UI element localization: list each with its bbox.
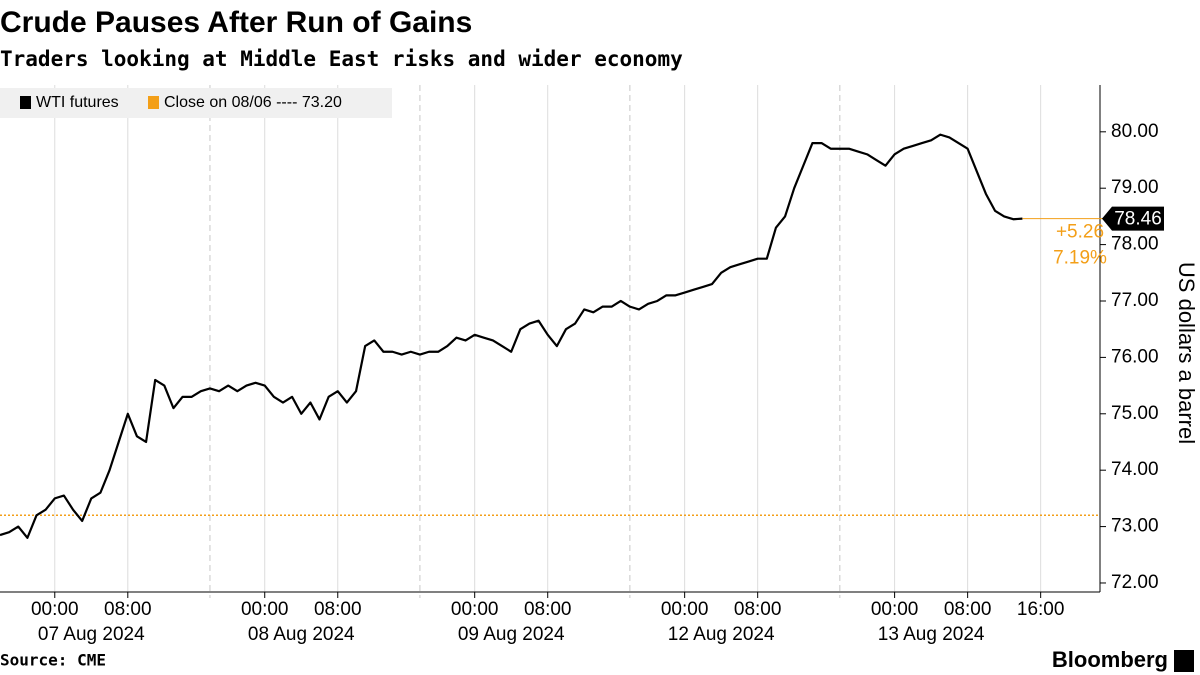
x-tick-label: 08:00 (944, 599, 992, 620)
x-tick-label: 08:00 (524, 599, 572, 620)
x-date-label: 08 Aug 2024 (248, 624, 355, 645)
change-percent-label: 7.19% (1053, 248, 1107, 269)
x-tick-label: 08:00 (734, 599, 782, 620)
legend-ref-name: Close on 08/06 ---- (164, 94, 297, 111)
source: Source: CME (0, 651, 106, 670)
legend-ref-value: 73.20 (302, 94, 342, 111)
x-date-label: 07 Aug 2024 (38, 624, 145, 645)
legend-swatch (20, 96, 31, 109)
price-line (0, 133, 1023, 539)
y-tick-label: 72.00 (1111, 572, 1159, 593)
x-tick-label: 08:00 (104, 599, 152, 620)
y-tick-label: 73.00 (1111, 516, 1159, 537)
x-tick-label: 00:00 (451, 599, 499, 620)
y-tick-label: 74.00 (1111, 459, 1159, 480)
y-tick-label: 75.00 (1111, 403, 1159, 424)
y-axis-label: US dollars a barrel (1174, 262, 1199, 444)
x-tick-label: 16:00 (1017, 599, 1065, 620)
y-tick-label: 80.00 (1111, 121, 1159, 142)
y-tick-label: 78.00 (1111, 234, 1159, 255)
x-date-label: 09 Aug 2024 (458, 624, 565, 645)
x-tick-label: 00:00 (661, 599, 709, 620)
legend-label: Close on 08/06 ---- 73.20 (164, 94, 342, 111)
x-tick-label: 00:00 (241, 599, 289, 620)
last-value-label: 78.46 (1114, 209, 1162, 230)
chart-title: Crude Pauses After Run of Gains (0, 6, 472, 39)
chart-subtitle: Traders looking at Middle East risks and… (0, 47, 683, 71)
brand: Bloomberg (1052, 647, 1168, 672)
brand-icon (1174, 650, 1194, 672)
y-tick-label: 79.00 (1111, 177, 1159, 198)
y-tick-label: 77.00 (1111, 290, 1159, 311)
x-date-label: 12 Aug 2024 (668, 624, 775, 645)
x-tick-label: 08:00 (314, 599, 362, 620)
change-label: +5.26 (1056, 222, 1104, 243)
last-value-box (1102, 206, 1164, 231)
legend-box (0, 88, 392, 118)
legend-swatch (148, 96, 159, 109)
x-date-label: 13 Aug 2024 (878, 624, 985, 645)
y-tick-label: 76.00 (1111, 346, 1159, 367)
x-tick-label: 00:00 (871, 599, 919, 620)
x-tick-label: 00:00 (31, 599, 79, 620)
legend-label: WTI futures (36, 94, 119, 111)
